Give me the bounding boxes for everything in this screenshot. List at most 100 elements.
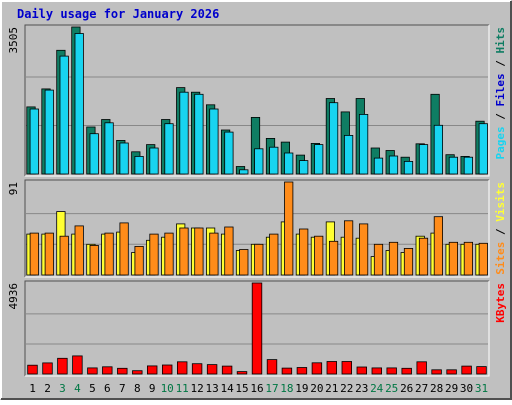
bar-visits-sites-day-8 [134, 245, 144, 276]
x-tick-label-day-15: 15 [235, 382, 248, 395]
bar-visits-sites-day-1 [29, 232, 39, 276]
bar-visits-sites-day-10 [164, 232, 174, 276]
x-tick-label-day-10: 10 [161, 382, 174, 395]
bar-visits-sites-day-5 [89, 244, 99, 276]
bar-kbytes-kbytes-day-14 [221, 365, 233, 375]
x-tick-label-day-1: 1 [29, 382, 36, 395]
bar-kbytes-kbytes-day-4 [72, 355, 83, 375]
x-tick-label-day-31: 31 [475, 382, 488, 395]
bar-kbytes-kbytes-day-15 [236, 371, 248, 375]
bar-visits-sites-day-16 [254, 243, 264, 276]
bar-kbytes-kbytes-day-28 [431, 369, 442, 375]
bar-hits-files-day-2 [44, 89, 54, 175]
bar-hits-files-day-12 [194, 93, 204, 175]
x-tick-label-day-3: 3 [59, 382, 66, 395]
bar-visits-sites-day-15 [239, 249, 249, 276]
bar-hits-files-day-24 [373, 157, 384, 175]
chart-title: Daily usage for January 2026 [17, 7, 219, 21]
bar-hits-files-day-29 [448, 156, 459, 175]
series-axis-label-kbytes: KBytes [494, 283, 507, 323]
bar-visits-sites-day-19 [299, 228, 309, 276]
bar-visits-sites-day-27 [418, 237, 429, 276]
bar-kbytes-kbytes-day-1 [27, 364, 38, 375]
series-axis-label-part: Pages [494, 126, 507, 159]
panel-visits: 91 Sites / Visits [7, 179, 507, 278]
bar-kbytes-kbytes-day-29 [446, 369, 457, 375]
bar-visits-sites-day-28 [433, 216, 444, 276]
bar-hits-files-day-7 [119, 142, 129, 175]
bar-visits-sites-day-7 [119, 222, 129, 276]
x-tick-label-day-11: 11 [176, 382, 189, 395]
series-axis-label-part: KBytes [494, 283, 507, 323]
bar-hits-files-day-19 [299, 160, 309, 175]
bar-kbytes-kbytes-day-30 [461, 365, 472, 375]
bar-visits-sites-day-14 [224, 226, 234, 276]
bar-hits-files-day-4 [74, 33, 84, 175]
panel-hits: 3505 Pages / Files / Hits [7, 24, 507, 177]
bar-kbytes-kbytes-day-26 [401, 367, 412, 375]
bar-hits-files-day-31 [478, 123, 488, 175]
x-tick-label-day-9: 9 [149, 382, 156, 395]
x-tick-label-day-29: 29 [445, 382, 458, 395]
bar-kbytes-kbytes-day-3 [57, 357, 68, 375]
bar-hits-files-day-26 [403, 160, 414, 175]
series-axis-label-part: Files [494, 73, 507, 106]
series-axis-label-part: Sites [494, 242, 507, 275]
bar-visits-sites-day-31 [478, 242, 488, 276]
plot-bevel-dark [24, 280, 489, 376]
bar-visits-sites-day-26 [403, 247, 414, 276]
bar-visits-sites-day-20 [314, 235, 324, 276]
x-tick-label-day-2: 2 [44, 382, 51, 395]
bar-visits-sites-day-25 [388, 241, 399, 276]
plot-bevel-dark [24, 179, 489, 277]
bar-visits-sites-day-30 [463, 241, 474, 276]
x-tick-label-day-19: 19 [295, 382, 308, 395]
bar-visits-sites-day-29 [448, 241, 459, 276]
x-tick-label-day-13: 13 [205, 382, 218, 395]
x-tick-label-day-6: 6 [104, 382, 111, 395]
bar-hits-files-day-8 [134, 155, 144, 175]
bar-hits-files-day-27 [418, 144, 429, 175]
x-tick-label-day-25: 25 [385, 382, 398, 395]
x-tick-label-day-12: 12 [190, 382, 203, 395]
series-axis-label-part: Hits [494, 27, 507, 54]
bar-kbytes-kbytes-day-13 [206, 364, 218, 375]
series-axis-label-part: / [494, 54, 507, 74]
series-sites [29, 181, 488, 276]
x-tick-label-day-18: 18 [280, 382, 293, 395]
series-axis-label-part: / [494, 222, 507, 242]
bar-visits-sites-day-23 [358, 223, 369, 276]
bar-kbytes-kbytes-day-31 [476, 366, 487, 375]
series-axis-label-visits: Sites / Visits [494, 182, 507, 275]
plot-bevel-light [25, 25, 490, 177]
bar-hits-files-day-28 [433, 124, 444, 175]
bar-kbytes-kbytes-day-20 [311, 362, 323, 375]
x-tick-label-day-14: 14 [220, 382, 234, 395]
x-tick-label-day-17: 17 [265, 382, 278, 395]
series-kbytes [27, 282, 487, 375]
x-tick-label-day-24: 24 [370, 382, 384, 395]
bar-visits-sites-day-24 [373, 243, 384, 276]
bar-kbytes-kbytes-day-9 [146, 365, 158, 375]
bar-hits-files-day-25 [388, 155, 399, 175]
bar-kbytes-kbytes-day-5 [87, 367, 98, 375]
bar-visits-sites-day-22 [343, 220, 354, 276]
x-tick-label-day-27: 27 [415, 382, 428, 395]
bar-kbytes-kbytes-day-8 [132, 370, 143, 375]
bar-hits-files-day-30 [463, 156, 474, 175]
bar-visits-sites-day-21 [328, 240, 339, 276]
bar-kbytes-kbytes-day-27 [416, 361, 427, 375]
bar-hits-files-day-15 [239, 169, 249, 175]
bar-kbytes-kbytes-day-2 [42, 362, 53, 375]
bar-visits-sites-day-6 [104, 232, 114, 276]
bar-visits-sites-day-18 [284, 181, 294, 276]
bar-kbytes-kbytes-day-22 [341, 361, 353, 375]
bar-visits-sites-day-11 [179, 227, 189, 276]
bar-kbytes-kbytes-day-21 [326, 361, 338, 375]
bar-hits-files-day-6 [104, 122, 114, 175]
bar-kbytes-kbytes-day-11 [176, 361, 188, 375]
y-max-label-kbytes: 4936 [7, 283, 20, 310]
x-tick-label-day-30: 30 [460, 382, 473, 395]
x-tick-label-day-21: 21 [325, 382, 338, 395]
